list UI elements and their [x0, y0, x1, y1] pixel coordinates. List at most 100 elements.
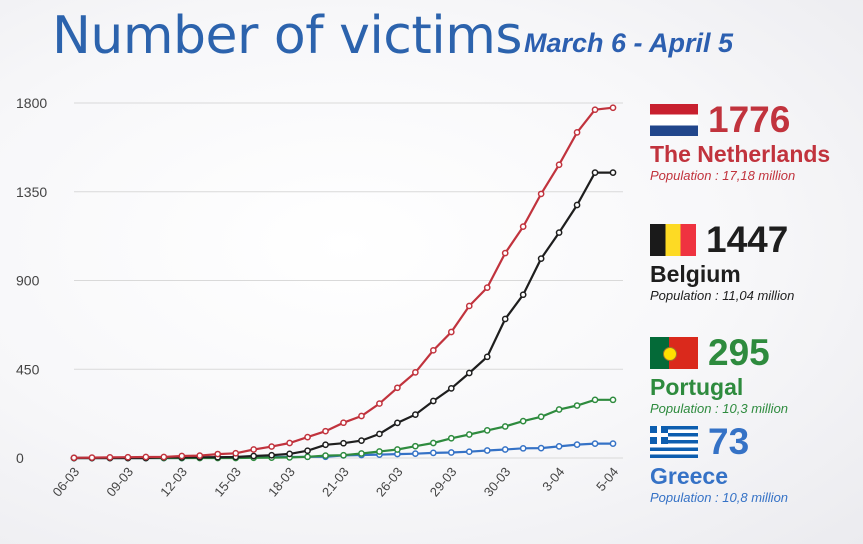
legend-name-belgium: Belgium: [650, 261, 741, 287]
data-point: [322, 441, 329, 449]
data-point: [555, 161, 563, 169]
data-point: [609, 440, 617, 447]
legend-value-portugal: 295: [708, 332, 770, 373]
data-point: [429, 449, 437, 457]
data-point: [429, 346, 437, 354]
data-point: [124, 453, 132, 461]
series-line-the-netherlands: [73, 106, 614, 459]
data-point: [429, 397, 437, 405]
y-tick-label: 1800: [16, 95, 47, 111]
y-tick-label: 1350: [16, 184, 47, 200]
data-point: [501, 423, 509, 430]
data-point: [519, 291, 527, 299]
data-point: [412, 450, 419, 458]
data-point: [376, 400, 383, 407]
data-point: [537, 444, 545, 452]
data-point: [88, 454, 96, 461]
data-point: [447, 434, 455, 442]
legend-item-greece: 73 Greece Population : 10,8 million: [650, 422, 788, 506]
y-tick-label: 900: [16, 273, 40, 289]
data-point: [412, 411, 419, 418]
legend-value-greece: 73: [708, 421, 750, 462]
data-point: [447, 328, 455, 336]
data-point: [250, 452, 258, 460]
data-point: [160, 453, 168, 461]
data-point: [609, 104, 617, 112]
data-point: [609, 169, 617, 176]
data-point: [214, 450, 222, 458]
data-point: [519, 223, 527, 231]
data-point: [304, 433, 311, 441]
legend-value-netherlands: 1776: [708, 99, 791, 140]
data-point: [250, 446, 258, 453]
legend-value-belgium: 1447: [706, 219, 789, 260]
data-point: [537, 413, 545, 421]
data-point: [340, 439, 347, 447]
data-point: [142, 453, 150, 461]
data-point: [376, 448, 383, 455]
x-tick-label: 15-03: [211, 464, 244, 499]
data-point: [483, 447, 491, 454]
data-point: [394, 446, 401, 453]
data-point: [483, 353, 491, 361]
x-tick-label: 12-03: [157, 464, 190, 499]
legend-name-greece: Greece: [650, 463, 729, 489]
data-point: [591, 396, 599, 404]
data-point: [573, 441, 581, 448]
y-tick-label: 450: [16, 361, 40, 377]
data-point: [268, 451, 275, 459]
data-point: [412, 442, 419, 450]
data-point: [591, 106, 599, 114]
legend-item-netherlands: 1776 The Netherlands Population : 17,18 …: [650, 100, 830, 184]
legend-name-portugal: Portugal: [650, 374, 744, 400]
data-point: [555, 443, 563, 450]
data-point: [286, 439, 293, 447]
y-tick-label: 0: [16, 450, 24, 466]
data-point: [322, 452, 329, 459]
legend-name-netherlands: The Netherlands: [650, 141, 831, 167]
data-point: [573, 129, 581, 136]
data-point: [447, 449, 455, 456]
data-point: [232, 449, 240, 457]
data-point: [465, 302, 473, 310]
data-point: [70, 454, 78, 462]
data-point: [340, 451, 347, 459]
data-point: [591, 440, 599, 447]
data-point: [555, 229, 563, 236]
legend-population-greece: Population : 10,8 million: [650, 490, 789, 505]
data-point: [519, 417, 527, 425]
data-point: [394, 384, 401, 392]
data-point: [412, 369, 419, 376]
data-point: [358, 450, 365, 457]
data-point: [483, 427, 491, 434]
data-point: [573, 402, 581, 409]
data-point: [519, 444, 527, 452]
data-point: [196, 452, 204, 459]
data-point: [340, 419, 347, 427]
legend-population-netherlands: Population : 17,18 million: [650, 168, 796, 183]
data-point: [609, 396, 617, 404]
data-point: [501, 315, 509, 323]
legend-population-belgium: Population : 11,04 million: [650, 288, 795, 303]
data-point: [429, 439, 437, 447]
data-point: [501, 446, 509, 453]
x-tick-label: 18-03: [265, 464, 298, 499]
data-point: [537, 190, 545, 198]
belgium-flag-icon: [650, 224, 696, 256]
data-point: [591, 169, 599, 176]
x-tick-label: 29-03: [427, 464, 460, 499]
series-line-belgium: [74, 171, 613, 460]
portugal-flag-icon: [650, 337, 698, 369]
x-tick-label: 09-03: [103, 464, 136, 499]
data-point: [358, 412, 365, 420]
data-point: [465, 448, 473, 456]
x-tick-label: 30-03: [481, 464, 514, 499]
data-point: [268, 443, 275, 450]
greece-flag-icon: [650, 426, 698, 458]
netherlands-flag-icon: [650, 104, 698, 136]
data-point: [304, 453, 311, 461]
x-tick-label: 21-03: [319, 464, 352, 499]
data-point: [106, 454, 114, 461]
legend-item-portugal: 295 Portugal Population : 10,3 million: [650, 333, 788, 417]
